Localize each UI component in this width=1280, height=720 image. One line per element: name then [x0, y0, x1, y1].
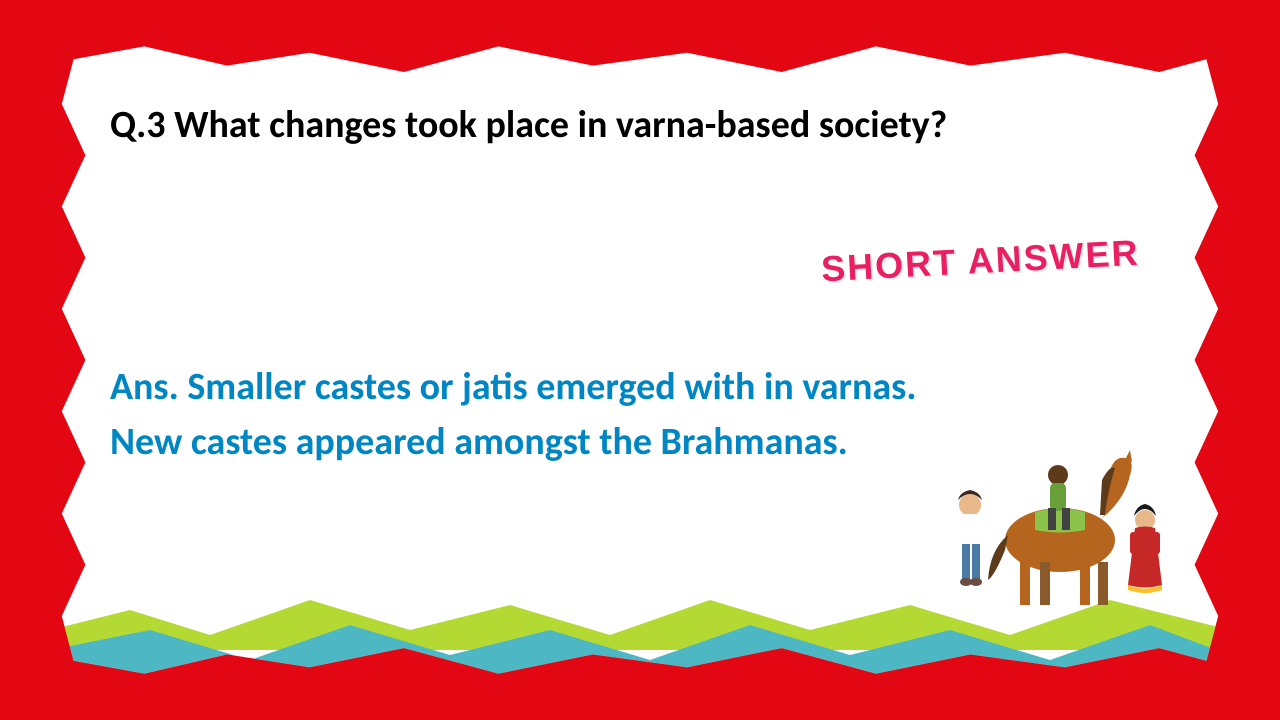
question-text: Q.3 What changes took place in varna-bas…	[110, 100, 1170, 151]
question-number: Q.3	[110, 102, 165, 148]
wave-blue-decoration	[50, 615, 1230, 680]
horse-riders-illustration	[930, 420, 1170, 620]
answer-body: Smaller castes or jatis emerged with in …	[110, 364, 916, 465]
short-answer-label: SHORT ANSWER	[820, 232, 1140, 291]
answer-text: Ans. Smaller castes or jatis emerged wit…	[110, 360, 970, 470]
content-panel: Q.3 What changes took place in varna-bas…	[50, 40, 1230, 680]
question-body: What changes took place in varna-based s…	[174, 102, 947, 148]
answer-prefix: Ans.	[110, 364, 179, 410]
